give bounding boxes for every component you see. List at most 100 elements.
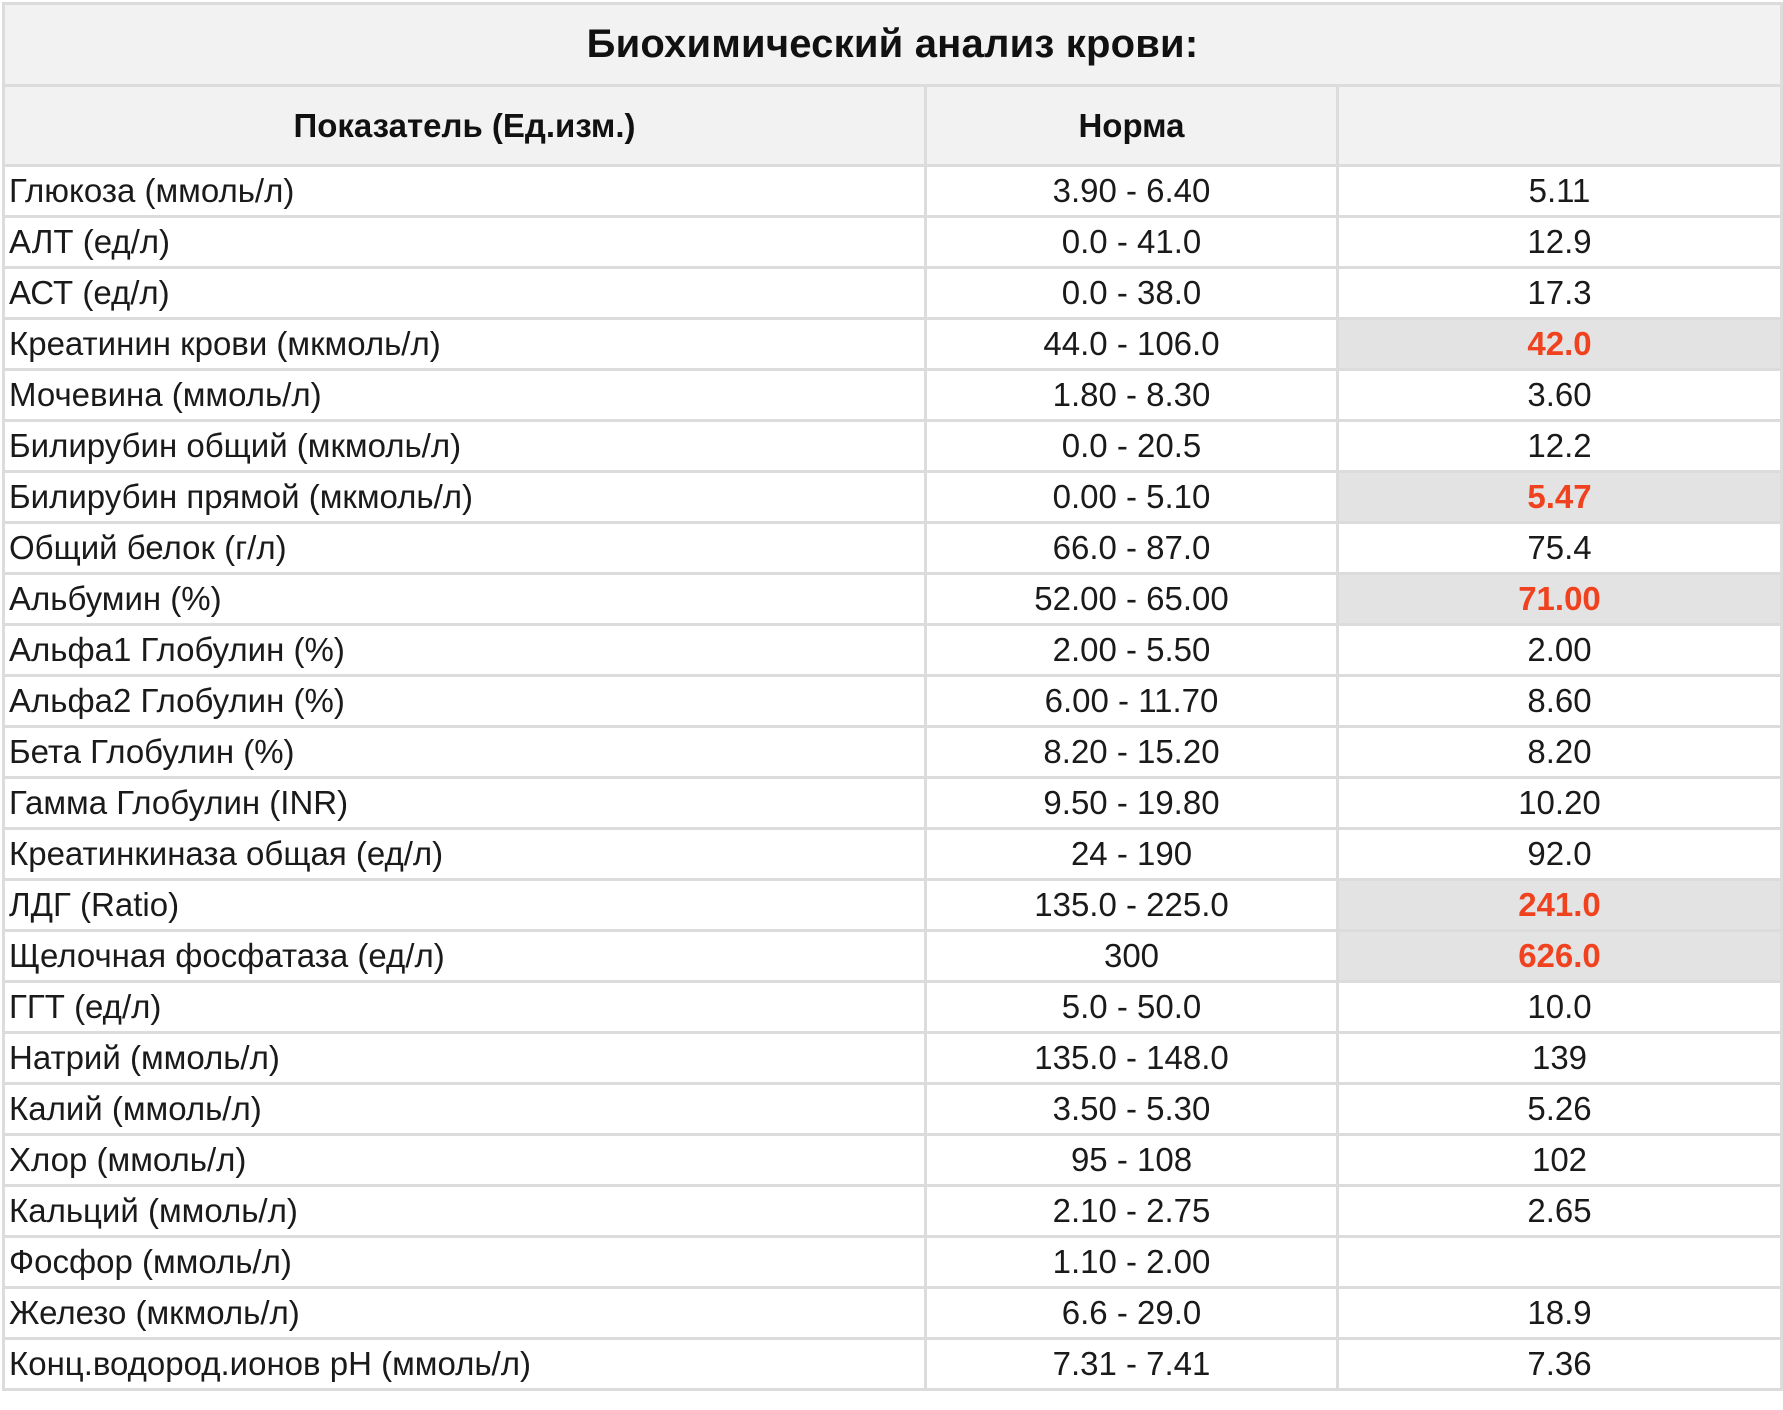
norm-range-cell: 1.10 - 2.00 [924, 1235, 1339, 1289]
table-row: Креатинкиназа общая (ед/л) 24 - 190 92.0 [2, 827, 1783, 881]
indicator-name-cell: АСТ (ед/л) [2, 266, 927, 320]
norm-range-cell: 7.31 - 7.41 [924, 1337, 1339, 1391]
table-title: Биохимический анализ крови: [1, 2, 1783, 87]
table-row: АЛТ (ед/л) 0.0 - 41.0 12.9 [2, 215, 1783, 269]
table-body: Глюкоза (ммоль/л) 3.90 - 6.40 5.11 АЛТ (ед/… [2, 164, 1783, 1391]
norm-range-cell: 300 [924, 929, 1339, 983]
indicator-name-cell: Натрий (ммоль/л) [2, 1031, 927, 1085]
table-row: Кальций (ммоль/л) 2.10 - 2.75 2.65 [2, 1184, 1783, 1238]
norm-range-cell: 6.6 - 29.0 [924, 1286, 1339, 1340]
indicator-name-cell: Креатинин крови (мкмоль/л) [2, 317, 927, 371]
table-row: Альфа1 Глобулин (%) 2.00 - 5.50 2.00 [2, 623, 1783, 677]
result-value-cell: 8.60 [1335, 674, 1783, 728]
indicator-name-cell: Билирубин прямой (мкмоль/л) [2, 470, 927, 524]
result-value-cell [1335, 1235, 1783, 1289]
norm-range-cell: 0.0 - 20.5 [924, 419, 1339, 473]
norm-range-cell: 8.20 - 15.20 [924, 725, 1339, 779]
result-value-cell: 5.11 [1335, 164, 1783, 218]
result-value-cell: 12.2 [1335, 419, 1783, 473]
table-row: Фосфор (ммоль/л) 1.10 - 2.00 [2, 1235, 1783, 1289]
result-value-cell: 92.0 [1335, 827, 1783, 881]
norm-range-cell: 3.90 - 6.40 [924, 164, 1339, 218]
indicator-name-cell: Конц.водород.ионов pH (ммоль/л) [2, 1337, 927, 1391]
norm-range-cell: 66.0 - 87.0 [924, 521, 1339, 575]
result-value-cell: 18.9 [1335, 1286, 1783, 1340]
out-of-range-value-cell: 5.47 [1335, 470, 1783, 524]
result-value-cell: 2.65 [1335, 1184, 1783, 1238]
indicator-name-cell: Щелочная фосфатаза (ед/л) [2, 929, 927, 983]
indicator-name-cell: Мочевина (ммоль/л) [2, 368, 927, 422]
norm-range-cell: 44.0 - 106.0 [924, 317, 1339, 371]
table-row: Щелочная фосфатаза (ед/л) 300 626.0 [2, 929, 1783, 983]
indicator-name-cell: Альфа1 Глобулин (%) [2, 623, 927, 677]
norm-range-cell: 2.10 - 2.75 [924, 1184, 1339, 1238]
norm-range-cell: 0.0 - 38.0 [924, 266, 1339, 320]
column-header-indicator: Показатель (Ед.изм.) [2, 84, 927, 167]
table-row: Хлор (ммоль/л) 95 - 108 102 [2, 1133, 1783, 1187]
norm-range-cell: 95 - 108 [924, 1133, 1339, 1187]
norm-range-cell: 3.50 - 5.30 [924, 1082, 1339, 1136]
result-value-cell: 12.9 [1335, 215, 1783, 269]
result-value-cell: 139 [1335, 1031, 1783, 1085]
table-row: Креатинин крови (мкмоль/л) 44.0 - 106.0 42… [2, 317, 1783, 371]
norm-range-cell: 5.0 - 50.0 [924, 980, 1339, 1034]
column-header-norm: Норма [924, 84, 1339, 167]
indicator-name-cell: ЛДГ (Ratio) [2, 878, 927, 932]
table-row: Общий белок (г/л) 66.0 - 87.0 75.4 [2, 521, 1783, 575]
indicator-name-cell: Фосфор (ммоль/л) [2, 1235, 927, 1289]
table-row: Гамма Глобулин (INR) 9.50 - 19.80 10.20 [2, 776, 1783, 830]
table-row: Билирубин общий (мкмоль/л) 0.0 - 20.5 12.2 [2, 419, 1783, 473]
table-row: Билирубин прямой (мкмоль/л) 0.00 - 5.10 5.… [2, 470, 1783, 524]
norm-range-cell: 0.0 - 41.0 [924, 215, 1339, 269]
indicator-name-cell: АЛТ (ед/л) [2, 215, 927, 269]
result-value-cell: 3.60 [1335, 368, 1783, 422]
indicator-name-cell: Общий белок (г/л) [2, 521, 927, 575]
norm-range-cell: 1.80 - 8.30 [924, 368, 1339, 422]
out-of-range-value-cell: 241.0 [1335, 878, 1783, 932]
result-value-cell: 8.20 [1335, 725, 1783, 779]
table-row: Альбумин (%) 52.00 - 65.00 71.00 [2, 572, 1783, 626]
table-row: Конц.водород.ионов pH (ммоль/л) 7.31 - 7.… [2, 1337, 1783, 1391]
indicator-name-cell: Хлор (ммоль/л) [2, 1133, 927, 1187]
indicator-name-cell: Бета Глобулин (%) [2, 725, 927, 779]
result-value-cell: 5.26 [1335, 1082, 1783, 1136]
norm-range-cell: 52.00 - 65.00 [924, 572, 1339, 626]
table-row: Железо (мкмоль/л) 6.6 - 29.0 18.9 [2, 1286, 1783, 1340]
table-row: Глюкоза (ммоль/л) 3.90 - 6.40 5.11 [2, 164, 1783, 218]
norm-range-cell: 135.0 - 225.0 [924, 878, 1339, 932]
indicator-name-cell: ГГТ (ед/л) [2, 980, 927, 1034]
norm-range-cell: 2.00 - 5.50 [924, 623, 1339, 677]
indicator-name-cell: Железо (мкмоль/л) [2, 1286, 927, 1340]
result-value-cell: 102 [1335, 1133, 1783, 1187]
norm-range-cell: 9.50 - 19.80 [924, 776, 1339, 830]
norm-range-cell: 135.0 - 148.0 [924, 1031, 1339, 1085]
result-value-cell: 7.36 [1335, 1337, 1783, 1391]
result-value-cell: 10.20 [1335, 776, 1783, 830]
table-row: Мочевина (ммоль/л) 1.80 - 8.30 3.60 [2, 368, 1783, 422]
indicator-name-cell: Кальций (ммоль/л) [2, 1184, 927, 1238]
indicator-name-cell: Креатинкиназа общая (ед/л) [2, 827, 927, 881]
indicator-name-cell: Калий (ммоль/л) [2, 1082, 927, 1136]
result-value-cell: 2.00 [1335, 623, 1783, 677]
out-of-range-value-cell: 626.0 [1335, 929, 1783, 983]
table-row: Калий (ммоль/л) 3.50 - 5.30 5.26 [2, 1082, 1783, 1136]
result-value-cell: 75.4 [1335, 521, 1783, 575]
norm-range-cell: 6.00 - 11.70 [924, 674, 1339, 728]
indicator-name-cell: Глюкоза (ммоль/л) [2, 164, 927, 218]
indicator-name-cell: Альфа2 Глобулин (%) [2, 674, 927, 728]
table-row: ГГТ (ед/л) 5.0 - 50.0 10.0 [2, 980, 1783, 1034]
indicator-name-cell: Гамма Глобулин (INR) [2, 776, 927, 830]
table-row: Натрий (ммоль/л) 135.0 - 148.0 139 [2, 1031, 1783, 1085]
indicator-name-cell: Альбумин (%) [2, 572, 927, 626]
column-header-value [1335, 84, 1783, 167]
table-row: Альфа2 Глобулин (%) 6.00 - 11.70 8.60 [2, 674, 1783, 728]
out-of-range-value-cell: 42.0 [1335, 317, 1783, 371]
norm-range-cell: 0.00 - 5.10 [924, 470, 1339, 524]
table-row: АСТ (ед/л) 0.0 - 38.0 17.3 [2, 266, 1783, 320]
result-value-cell: 17.3 [1335, 266, 1783, 320]
indicator-name-cell: Билирубин общий (мкмоль/л) [2, 419, 927, 473]
out-of-range-value-cell: 71.00 [1335, 572, 1783, 626]
norm-range-cell: 24 - 190 [924, 827, 1339, 881]
result-value-cell: 10.0 [1335, 980, 1783, 1034]
